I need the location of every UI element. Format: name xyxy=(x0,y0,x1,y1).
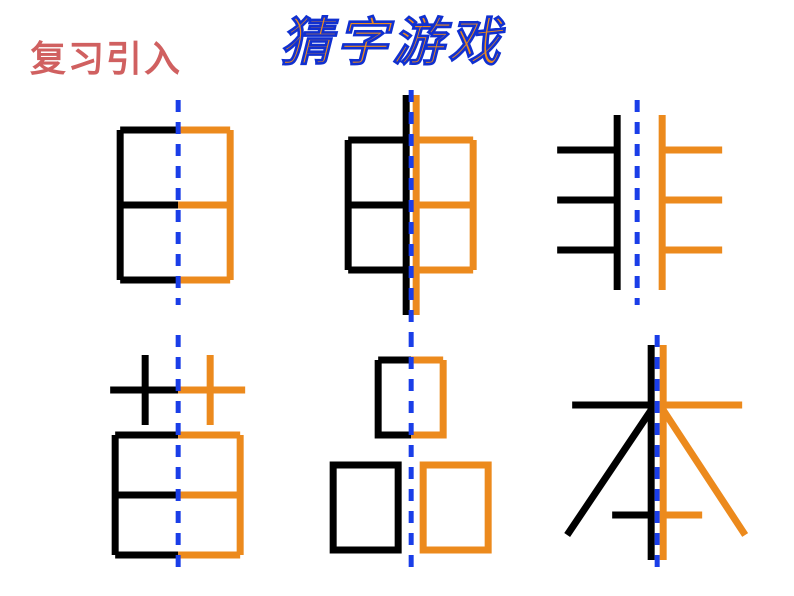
glyph-miao xyxy=(60,335,293,580)
subtitle-text: 复习引入 xyxy=(30,30,182,82)
stroke-right xyxy=(423,465,488,550)
glyph-ri xyxy=(60,90,293,335)
stroke-left xyxy=(333,465,398,550)
character-cell-pin xyxy=(293,335,526,580)
glyph-shen xyxy=(293,90,526,335)
stroke-left xyxy=(378,360,411,435)
character-cell-shen xyxy=(293,90,526,335)
stroke-right xyxy=(411,360,443,435)
glyph-pin xyxy=(293,335,526,580)
character-cell-ri xyxy=(60,90,293,335)
glyph-fei xyxy=(527,90,760,335)
title-text: 猜字游戏 xyxy=(280,0,504,75)
character-grid xyxy=(60,90,760,580)
character-cell-fei xyxy=(527,90,760,335)
character-cell-ben xyxy=(527,335,760,580)
glyph-ben xyxy=(527,335,760,580)
character-cell-miao xyxy=(60,335,293,580)
